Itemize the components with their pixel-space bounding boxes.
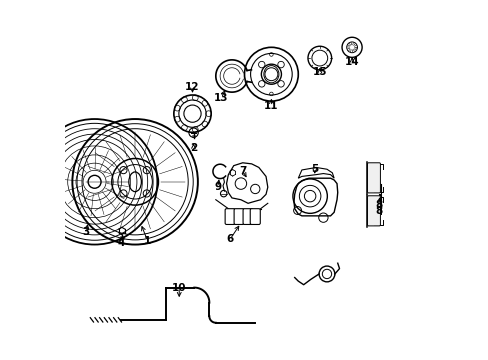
Text: 6: 6: [226, 234, 233, 244]
Text: 2: 2: [189, 143, 197, 153]
Text: 8: 8: [375, 200, 382, 210]
Text: 9: 9: [214, 182, 221, 192]
Text: 13: 13: [214, 93, 228, 103]
FancyBboxPatch shape: [367, 196, 380, 226]
Text: 11: 11: [264, 102, 278, 112]
Text: 5: 5: [310, 164, 318, 174]
FancyBboxPatch shape: [367, 163, 380, 193]
FancyBboxPatch shape: [250, 209, 260, 225]
Text: 10: 10: [172, 283, 186, 293]
Text: 14: 14: [344, 57, 359, 67]
Text: 1: 1: [144, 236, 151, 246]
Text: 12: 12: [185, 82, 199, 92]
Polygon shape: [298, 167, 333, 178]
Text: 7: 7: [239, 166, 246, 176]
FancyBboxPatch shape: [234, 209, 244, 225]
FancyBboxPatch shape: [224, 209, 235, 225]
Text: 8: 8: [375, 206, 382, 216]
Text: 3: 3: [82, 227, 89, 237]
Polygon shape: [226, 163, 267, 203]
Text: 15: 15: [312, 67, 326, 77]
Polygon shape: [293, 178, 337, 216]
FancyBboxPatch shape: [243, 209, 253, 225]
Text: 4: 4: [117, 238, 124, 248]
